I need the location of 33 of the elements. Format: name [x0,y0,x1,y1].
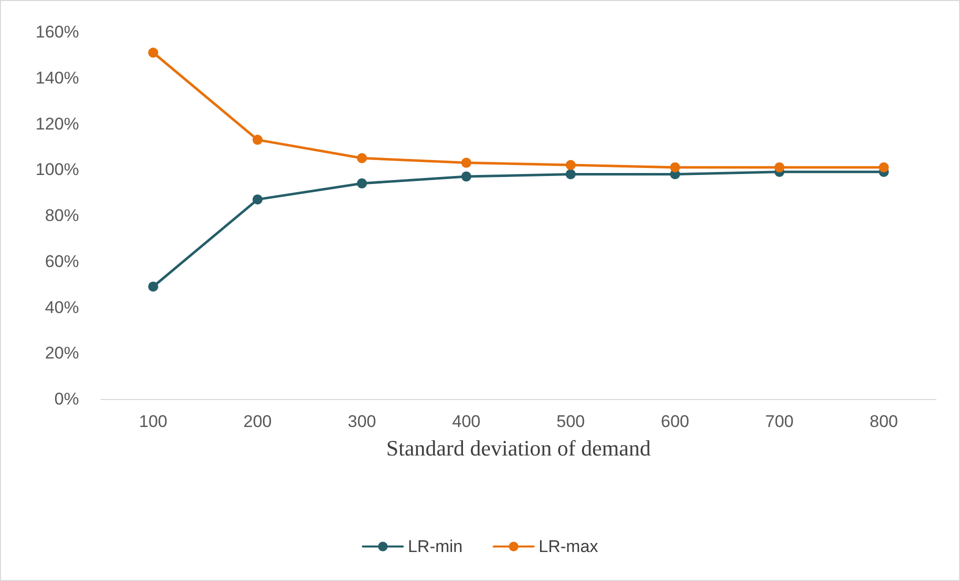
y-tick-label: 100% [36,160,79,180]
point [878,162,889,172]
point [356,178,367,188]
y-tick-label: 60% [44,252,79,271]
x-tick-label: 700 [765,412,794,431]
x-tick-label: 800 [870,412,898,431]
x-tick-label: 100 [139,412,168,431]
y-tick-label: 140% [36,68,79,88]
legend-label: LR-min [408,537,463,556]
x-tick-label: 500 [556,412,585,431]
point [356,153,367,164]
y-tick-label: 40% [44,298,79,317]
x-axis-title: Standard deviation of demand [386,436,651,460]
y-tick-label: 120% [36,114,79,134]
x-tick-label: 200 [243,412,272,431]
y-tick-label: 20% [44,344,79,363]
point [670,162,680,172]
y-tick-label: 0% [54,390,79,408]
point [252,194,263,204]
y-tick-label: 80% [44,206,79,225]
point [774,162,784,172]
point [148,48,158,58]
point [252,134,263,145]
legend-label: LR-max [538,537,599,556]
point [148,282,158,292]
point [461,158,472,168]
x-tick-label: 400 [452,412,480,431]
point [566,169,576,180]
y-tick-label: 160% [36,22,79,42]
point [461,172,472,182]
x-tick-label: 300 [348,412,376,431]
point [566,160,576,170]
x-tick-label: 600 [660,412,690,431]
